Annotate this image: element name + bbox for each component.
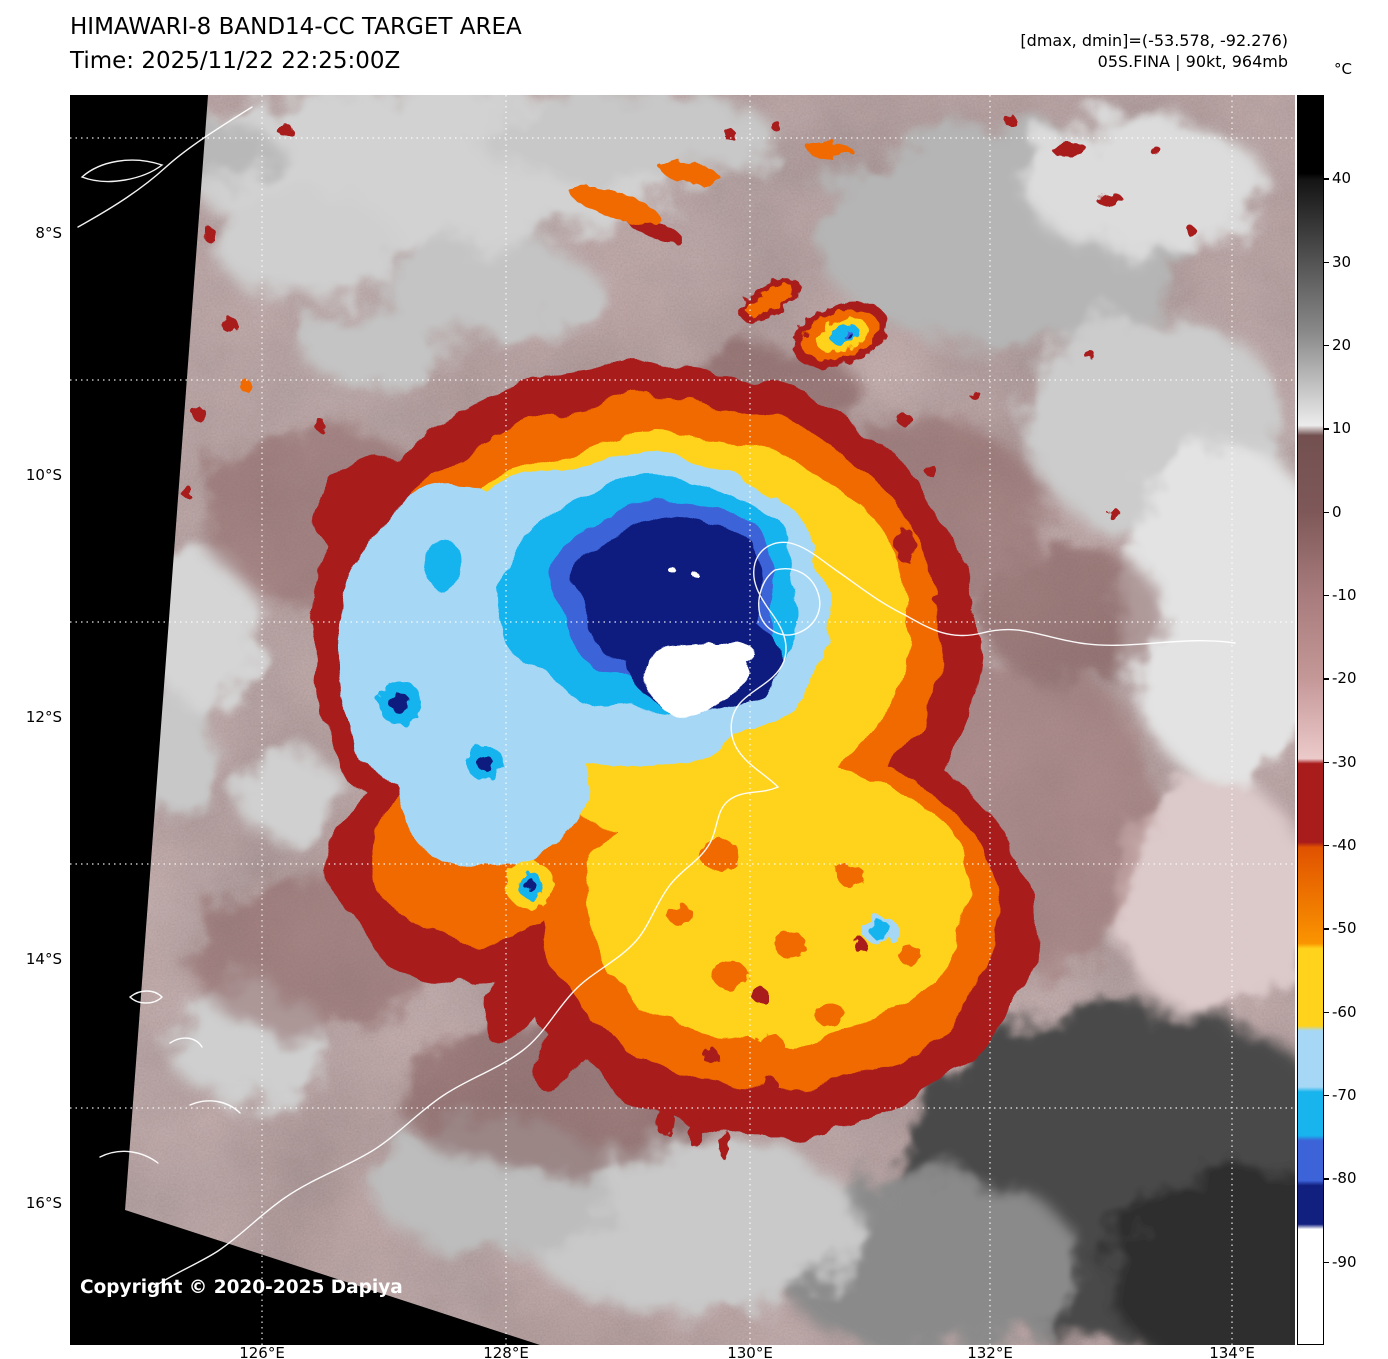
colorbar-tick: -40 [1324,836,1357,854]
colorbar-tick: -20 [1324,669,1357,688]
colorbar-unit-label: °C [1334,60,1352,78]
lon-axis-label: 132°E [967,1344,1013,1359]
colorbar-tick: -90 [1324,1252,1357,1271]
figure-title: HIMAWARI-8 BAND14-CC TARGET AREA [70,14,522,40]
embedded-cold-cells [378,681,554,909]
coastlines [77,106,1236,1288]
cyclone-white-core [652,561,746,720]
graticule [70,95,1295,1345]
lat-axis-label: 8°S [35,224,62,242]
colorbar-tick: -30 [1324,752,1357,771]
lon-axis-label: 126°E [239,1344,285,1359]
colorbar-tick: 30 [1323,252,1352,271]
colorbar-tick: -10 [1324,586,1357,604]
colorbar-tick: 10 [1323,419,1352,438]
colorbar-tick: -50 [1324,919,1357,938]
satellite-map: Copyright © 2020-2025 Dapiya [70,95,1295,1345]
map-canvas [70,95,1295,1345]
colorbar [1297,95,1324,1345]
colorbar-ticks: 40 30 20 10 0 -10 -20 -30 -40 -50 -60 -7… [1323,95,1386,1345]
storm-id-label: 05S.FINA | 90kt, 964mb [1097,52,1288,71]
colorbar-tick: 20 [1323,336,1352,354]
colorbar-tick: -80 [1324,1169,1357,1188]
colorbar-tick: 0 [1324,502,1342,521]
colorbar-tick: -60 [1324,1002,1357,1021]
lon-axis-label: 130°E [727,1344,773,1359]
lat-axis-label: 14°S [25,950,62,968]
lon-axis-label: 128°E [483,1344,529,1359]
detached-cell [739,278,889,368]
colorbar-tick: -70 [1324,1086,1357,1104]
figure-time-label: Time: 2025/11/22 22:25:00Z [70,48,401,74]
storm-info-block: [dmax, dmin]=(-53.578, -92.276) 05S.FINA… [1020,30,1288,72]
lat-axis-label: 12°S [25,708,62,726]
yellow-lobe-speckles [667,839,922,1063]
lon-axis-label: 134°E [1209,1344,1255,1359]
lat-axis-label: 16°S [25,1194,62,1212]
dmax-dmin-label: [dmax, dmin]=(-53.578, -92.276) [1020,31,1288,50]
copyright-label: Copyright © 2020-2025 Dapiya [80,1277,403,1298]
lat-axis-label: 10°S [25,466,62,484]
colorbar-tick: 40 [1323,169,1352,188]
